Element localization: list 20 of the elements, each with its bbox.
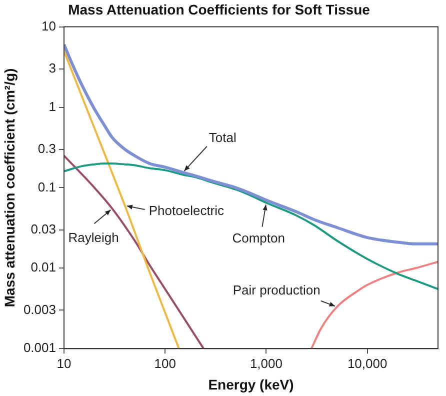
series-label: Photoelectric	[148, 203, 225, 218]
x-tick-label: 1,000	[250, 356, 282, 371]
y-tick-label: 0.001	[23, 340, 56, 356]
series-label: Compton	[232, 230, 285, 246]
y-tick-label: 0.01	[30, 260, 56, 275]
y-axis-title: Mass attenuation coefficient (cm²/g)	[1, 68, 18, 308]
y-tick-label: 3	[48, 60, 56, 76]
text: Total	[208, 130, 236, 145]
chart-title: Mass Attenuation Coefficients for Soft Tissue	[68, 1, 370, 18]
x-tick-label: 100	[154, 356, 176, 371]
series-label: Rayleigh	[68, 230, 119, 246]
y-tick-label: 0.1	[38, 179, 56, 194]
y-tick-label: 0.3	[38, 140, 56, 156]
x-axis-title: Energy (keV)	[208, 376, 294, 392]
series-label: Pair production	[232, 282, 320, 298]
y-tick-label: 1	[48, 98, 56, 114]
y-tick-label: 0.003	[23, 302, 56, 317]
y-tick-label: 10	[42, 18, 56, 34]
x-tick-label: 10,000	[347, 356, 388, 371]
y-tick-label: 0.03	[30, 221, 56, 236]
